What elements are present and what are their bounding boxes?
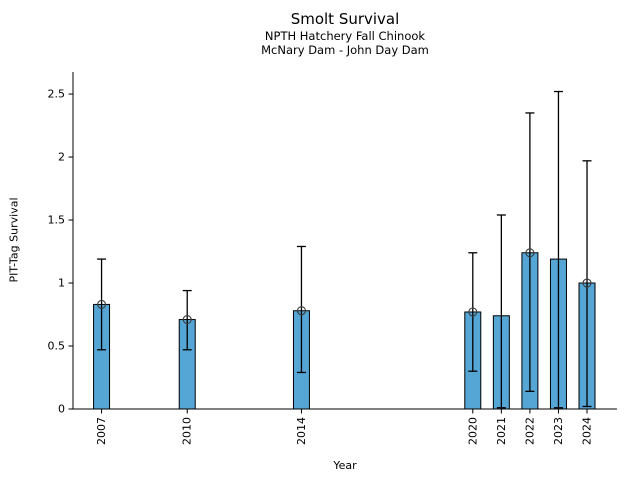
point-marker-2014 bbox=[296, 306, 307, 316]
point-marker-2024 bbox=[582, 278, 592, 288]
title-block: Smolt Survival NPTH Hatchery Fall Chinoo… bbox=[73, 10, 617, 57]
y-tick-label: 2.5 bbox=[48, 88, 66, 101]
x-tick-label-2024: 2024 bbox=[581, 417, 594, 445]
point-marker-2010 bbox=[182, 315, 192, 325]
x-tick-label-2021: 2021 bbox=[495, 417, 508, 445]
x-tick-label-2007: 2007 bbox=[95, 417, 108, 445]
chart-title: Smolt Survival bbox=[290, 10, 400, 28]
point-marker-2022 bbox=[525, 248, 535, 258]
x-tick-label-2010: 2010 bbox=[181, 417, 194, 445]
chart-subtitle-line1: NPTH Hatchery Fall Chinook bbox=[264, 29, 426, 43]
chart-subtitle-line2: McNary Dam - John Day Dam bbox=[261, 43, 429, 57]
y-tick-label: 2 bbox=[58, 151, 65, 164]
x-tick-label-2014: 2014 bbox=[295, 417, 308, 445]
y-tick-label: 1 bbox=[58, 277, 65, 290]
y-tick-label: 0 bbox=[58, 403, 65, 416]
y-tick-label: 0.5 bbox=[48, 340, 66, 353]
point-marker-2020 bbox=[468, 307, 478, 317]
x-tick-label-2023: 2023 bbox=[552, 417, 565, 445]
x-axis-label: Year bbox=[333, 459, 357, 472]
y-tick-label: 1.5 bbox=[48, 214, 66, 227]
x-tick-label-2020: 2020 bbox=[466, 417, 479, 445]
x-tick-label-2022: 2022 bbox=[523, 417, 536, 445]
point-marker-2007 bbox=[97, 299, 107, 309]
